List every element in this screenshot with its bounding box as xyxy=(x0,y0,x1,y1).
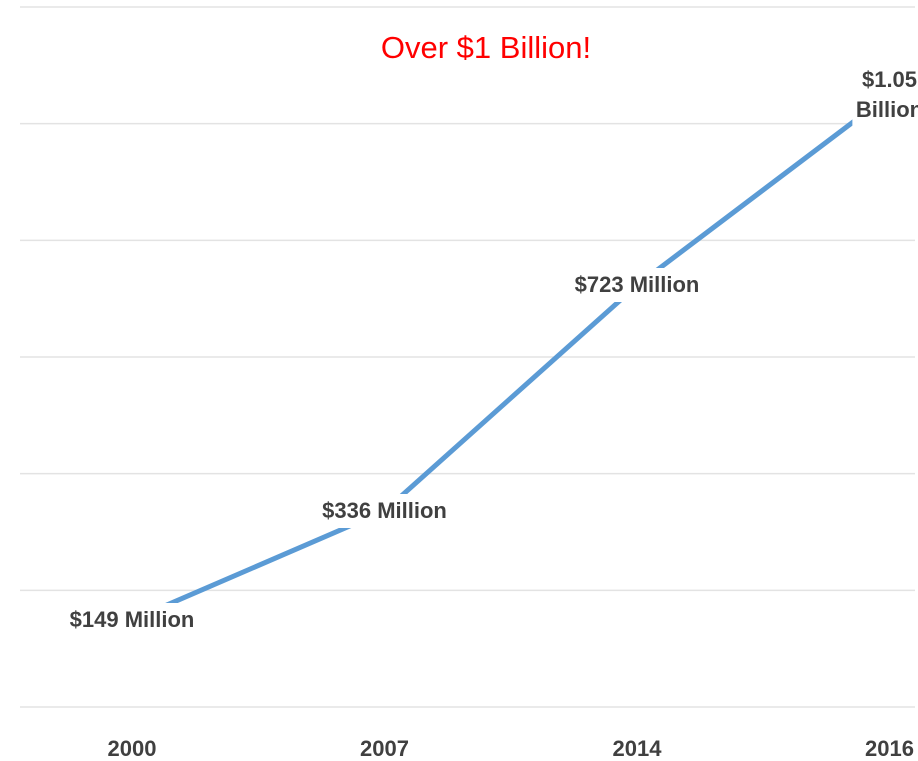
data-label: $723 Million xyxy=(570,268,704,303)
data-label: $149 Million xyxy=(65,603,199,638)
annotation: Over $1 Billion! xyxy=(381,30,591,65)
x-tick-label: 2014 xyxy=(613,736,663,761)
data-label: $1.05 Billion xyxy=(851,62,918,127)
line xyxy=(131,92,892,623)
x-tick-label: 2000 xyxy=(108,736,157,761)
x-tick-label: 2016 xyxy=(865,736,914,761)
data-label: $336 Million xyxy=(318,494,451,528)
x-tick-label: 2007 xyxy=(360,736,409,761)
